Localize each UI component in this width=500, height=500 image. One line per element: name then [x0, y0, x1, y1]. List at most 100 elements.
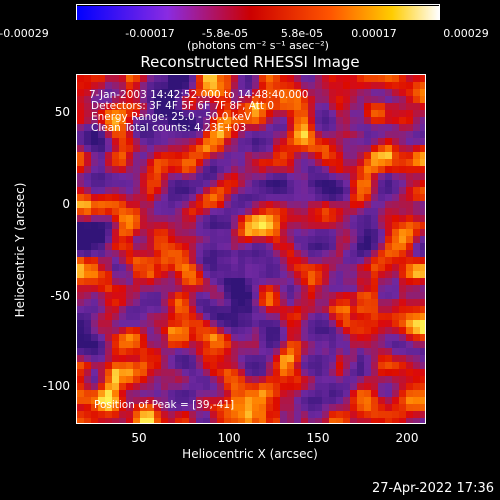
heatmap-pixel [105, 397, 112, 404]
heatmap-pixel [175, 166, 182, 173]
heatmap-pixel [252, 103, 259, 110]
heatmap-pixel [364, 124, 371, 131]
heatmap-pixel [392, 159, 399, 166]
heatmap-pixel [84, 257, 91, 264]
heatmap-pixel [420, 383, 425, 390]
heatmap-pixel [168, 313, 175, 320]
heatmap-pixel [315, 152, 322, 159]
heatmap-pixel [406, 222, 413, 229]
heatmap-pixel [196, 411, 203, 418]
heatmap-pixel [147, 376, 154, 383]
heatmap-pixel [147, 180, 154, 187]
heatmap-pixel [392, 215, 399, 222]
heatmap-pixel [119, 194, 126, 201]
heatmap-pixel [357, 110, 364, 117]
heatmap-pixel [126, 103, 133, 110]
heatmap-pixel [378, 243, 385, 250]
heatmap-pixel [252, 159, 259, 166]
heatmap-pixel [168, 110, 175, 117]
heatmap-pixel [77, 348, 84, 355]
heatmap-pixel [343, 299, 350, 306]
heatmap-pixel [392, 397, 399, 404]
heatmap-pixel [77, 201, 84, 208]
heatmap-pixel [371, 180, 378, 187]
heatmap-pixel [259, 138, 266, 145]
heatmap-pixel [413, 320, 420, 327]
heatmap-pixel [182, 82, 189, 89]
heatmap-pixel [175, 376, 182, 383]
heatmap-pixel [266, 376, 273, 383]
heatmap-pixel [301, 271, 308, 278]
heatmap-pixel [217, 271, 224, 278]
heatmap-pixel [112, 271, 119, 278]
heatmap-pixel [203, 320, 210, 327]
heatmap-pixel [175, 229, 182, 236]
heatmap-pixel [112, 236, 119, 243]
heatmap-pixel [371, 369, 378, 376]
heatmap-pixel [84, 173, 91, 180]
heatmap-pixel [378, 138, 385, 145]
heatmap-pixel [343, 187, 350, 194]
heatmap-pixel [203, 250, 210, 257]
heatmap-pixel [154, 257, 161, 264]
heatmap-pixel [406, 250, 413, 257]
heatmap-pixel [140, 229, 147, 236]
y-tick-label: 0 [62, 197, 70, 211]
heatmap-pixel [413, 397, 420, 404]
heatmap-pixel [112, 341, 119, 348]
heatmap-pixel [189, 348, 196, 355]
heatmap-pixel [84, 89, 91, 96]
heatmap-pixel [245, 75, 252, 82]
heatmap-pixel [287, 82, 294, 89]
heatmap-pixel [140, 341, 147, 348]
heatmap-pixel [196, 152, 203, 159]
heatmap-pixel [343, 348, 350, 355]
heatmap-pixel [357, 75, 364, 82]
heatmap-pixel [308, 180, 315, 187]
heatmap-pixel [385, 131, 392, 138]
heatmap-pixel [154, 334, 161, 341]
heatmap-pixel [364, 96, 371, 103]
heatmap-pixel [385, 194, 392, 201]
heatmap-pixel [126, 96, 133, 103]
heatmap-pixel [287, 397, 294, 404]
heatmap-pixel [280, 138, 287, 145]
heatmap-pixel [154, 250, 161, 257]
heatmap-pixel [168, 152, 175, 159]
heatmap-pixel [287, 201, 294, 208]
heatmap-pixel [350, 250, 357, 257]
heatmap-pixel [392, 383, 399, 390]
heatmap-pixel [266, 313, 273, 320]
heatmap-pixel [350, 215, 357, 222]
heatmap-pixel [84, 362, 91, 369]
heatmap-pixel [154, 243, 161, 250]
heatmap-pixel [273, 411, 280, 418]
heatmap-pixel [413, 96, 420, 103]
heatmap-pixel [273, 110, 280, 117]
heatmap-pixel [133, 320, 140, 327]
heatmap-pixel [343, 250, 350, 257]
heatmap-pixel [245, 201, 252, 208]
heatmap-pixel [126, 236, 133, 243]
heatmap-pixel [231, 131, 238, 138]
heatmap-pixel [84, 306, 91, 313]
heatmap-pixel [196, 236, 203, 243]
heatmap-pixel [301, 278, 308, 285]
heatmap-pixel [259, 117, 266, 124]
heatmap-pixel [406, 327, 413, 334]
heatmap-pixel [357, 138, 364, 145]
heatmap-pixel [308, 362, 315, 369]
heatmap-pixel [406, 208, 413, 215]
heatmap-pixel [196, 96, 203, 103]
heatmap-pixel [315, 96, 322, 103]
heatmap-pixel [112, 215, 119, 222]
heatmap-pixel [147, 348, 154, 355]
heatmap-pixel [322, 145, 329, 152]
heatmap-pixel [399, 320, 406, 327]
heatmap-pixel [413, 334, 420, 341]
heatmap-pixel [182, 327, 189, 334]
heatmap-pixel [210, 299, 217, 306]
heatmap-pixel [168, 418, 175, 423]
heatmap-pixel [224, 159, 231, 166]
heatmap-pixel [266, 271, 273, 278]
